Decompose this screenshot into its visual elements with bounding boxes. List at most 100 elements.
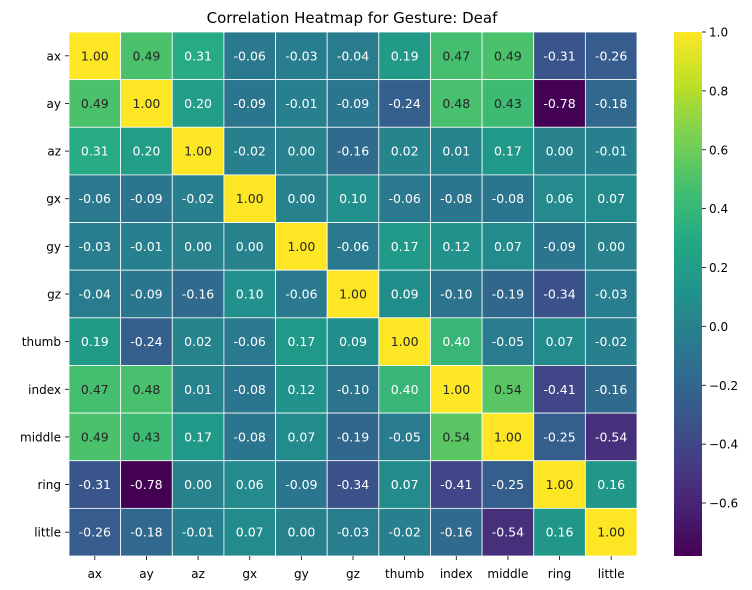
heatmap-cell (171, 174, 225, 223)
cell-value-label: 1.00 (236, 191, 264, 206)
cell-value-label: -0.25 (492, 477, 524, 492)
y-axis-ticks: ax ay az gx gy gz thumb index middle ring little (20, 49, 69, 540)
heatmap-cell (326, 365, 380, 414)
cell-value-label: 0.47 (81, 382, 109, 397)
heatmap-cell (481, 317, 535, 366)
heatmap-cell (68, 317, 122, 366)
heatmap-cell (120, 507, 173, 557)
colorbar-tick-label: 1.0 (709, 26, 728, 40)
cell-value-label: -0.16 (182, 287, 214, 302)
heatmap-cell (584, 269, 638, 319)
heatmap-cell (533, 317, 586, 366)
heatmap-cell (120, 317, 173, 366)
heatmap-cell (430, 317, 483, 366)
heatmap-cell (171, 317, 225, 366)
heatmap-cell (171, 460, 225, 509)
heatmap-cell (68, 79, 122, 128)
cell-value-label: -0.31 (79, 477, 111, 492)
cell-value-label: -0.26 (79, 525, 111, 540)
heatmap-cell (533, 412, 586, 462)
cell-value-label: 0.12 (442, 239, 470, 254)
heatmap-cell (584, 222, 638, 271)
heatmap-cell (584, 460, 638, 509)
cell-value-label: -0.09 (130, 191, 162, 206)
heatmap-cell (378, 365, 431, 414)
heatmap-cell (68, 460, 122, 509)
colorbar (674, 32, 702, 556)
cell-value-label: 0.49 (81, 96, 109, 111)
cell-value-label: -0.06 (388, 191, 420, 206)
colorbar-tick-label: 0.8 (709, 84, 728, 98)
heatmap-cell (171, 412, 225, 462)
heatmap-cell (326, 126, 380, 176)
heatmap-cell (223, 317, 276, 366)
heatmap-cell (584, 126, 638, 176)
y-tick-label: index (28, 383, 61, 397)
cell-value-label: -0.05 (492, 334, 524, 349)
y-tick-label: az (47, 145, 61, 159)
cell-value-label: 1.00 (546, 477, 574, 492)
cell-value-label: -0.06 (234, 334, 266, 349)
heatmap-cell (275, 79, 328, 128)
heatmap-cell (584, 507, 638, 557)
cell-value-label: -0.09 (130, 287, 162, 302)
heatmap-cell (481, 269, 535, 319)
cell-value-label: -0.54 (492, 525, 524, 540)
x-tick-label: gy (294, 567, 309, 581)
cell-value-label: 0.01 (184, 382, 212, 397)
cell-value-label: 0.54 (442, 429, 470, 444)
cell-value-label: 0.06 (546, 191, 574, 206)
heatmap-cell (120, 222, 173, 271)
colorbar-tick-label: 0.0 (709, 320, 728, 334)
x-tick-label: az (191, 567, 205, 581)
y-tick-label: ay (47, 97, 61, 111)
heatmap-cell (378, 222, 431, 271)
y-tick-label: thumb (22, 335, 61, 349)
cell-value-label: -0.01 (130, 239, 162, 254)
cell-value-label: 0.31 (81, 144, 109, 159)
cell-value-label: -0.25 (543, 429, 575, 444)
heatmap-cell (584, 79, 638, 128)
heatmap-cell (275, 222, 328, 271)
y-tick-label: little (34, 526, 61, 540)
cell-value-label: 0.48 (133, 382, 161, 397)
y-tick-label: gy (46, 240, 61, 254)
heatmap-cell (481, 412, 535, 462)
heatmap-cell (223, 269, 276, 319)
cell-value-label: 0.40 (391, 382, 419, 397)
cell-value-label: -0.04 (79, 287, 111, 302)
cell-value-label: -0.41 (440, 477, 472, 492)
cell-value-label: 0.19 (391, 48, 419, 63)
cell-value-label: 0.31 (184, 48, 212, 63)
colorbar-tick-label: −0.6 (709, 497, 738, 511)
heatmap-cell (171, 507, 225, 557)
heatmap-cell (171, 31, 225, 81)
heatmap-cell (68, 269, 122, 319)
cell-value-label: -0.06 (285, 287, 317, 302)
heatmap-cell (378, 126, 431, 176)
cell-value-label: -0.06 (337, 239, 369, 254)
x-axis-ticks: ax ay az gx gy gz thumb index middle ring little (88, 556, 625, 581)
y-tick-label: gz (47, 288, 61, 302)
cell-value-label: 0.47 (442, 48, 470, 63)
heatmap-cell (223, 365, 276, 414)
cell-value-label: -0.03 (285, 48, 317, 63)
cell-value-label: 0.17 (287, 334, 315, 349)
heatmap-cell (533, 507, 586, 557)
cell-value-label: 0.49 (494, 48, 522, 63)
cell-value-label: 0.07 (391, 477, 419, 492)
cell-value-label: 0.02 (184, 334, 212, 349)
cell-value-label: -0.78 (543, 96, 575, 111)
heatmap-cell (68, 126, 122, 176)
cell-value-label: -0.09 (337, 96, 369, 111)
heatmap-cell (584, 31, 638, 81)
cell-value-label: -0.34 (543, 287, 575, 302)
heatmap-cell (68, 222, 122, 271)
cell-value-label: -0.16 (337, 144, 369, 159)
cell-value-label: -0.01 (182, 525, 214, 540)
cell-value-label: 0.16 (546, 525, 574, 540)
cell-value-label: -0.34 (337, 477, 369, 492)
cell-value-label: -0.02 (595, 334, 627, 349)
cell-value-label: 0.17 (391, 239, 419, 254)
